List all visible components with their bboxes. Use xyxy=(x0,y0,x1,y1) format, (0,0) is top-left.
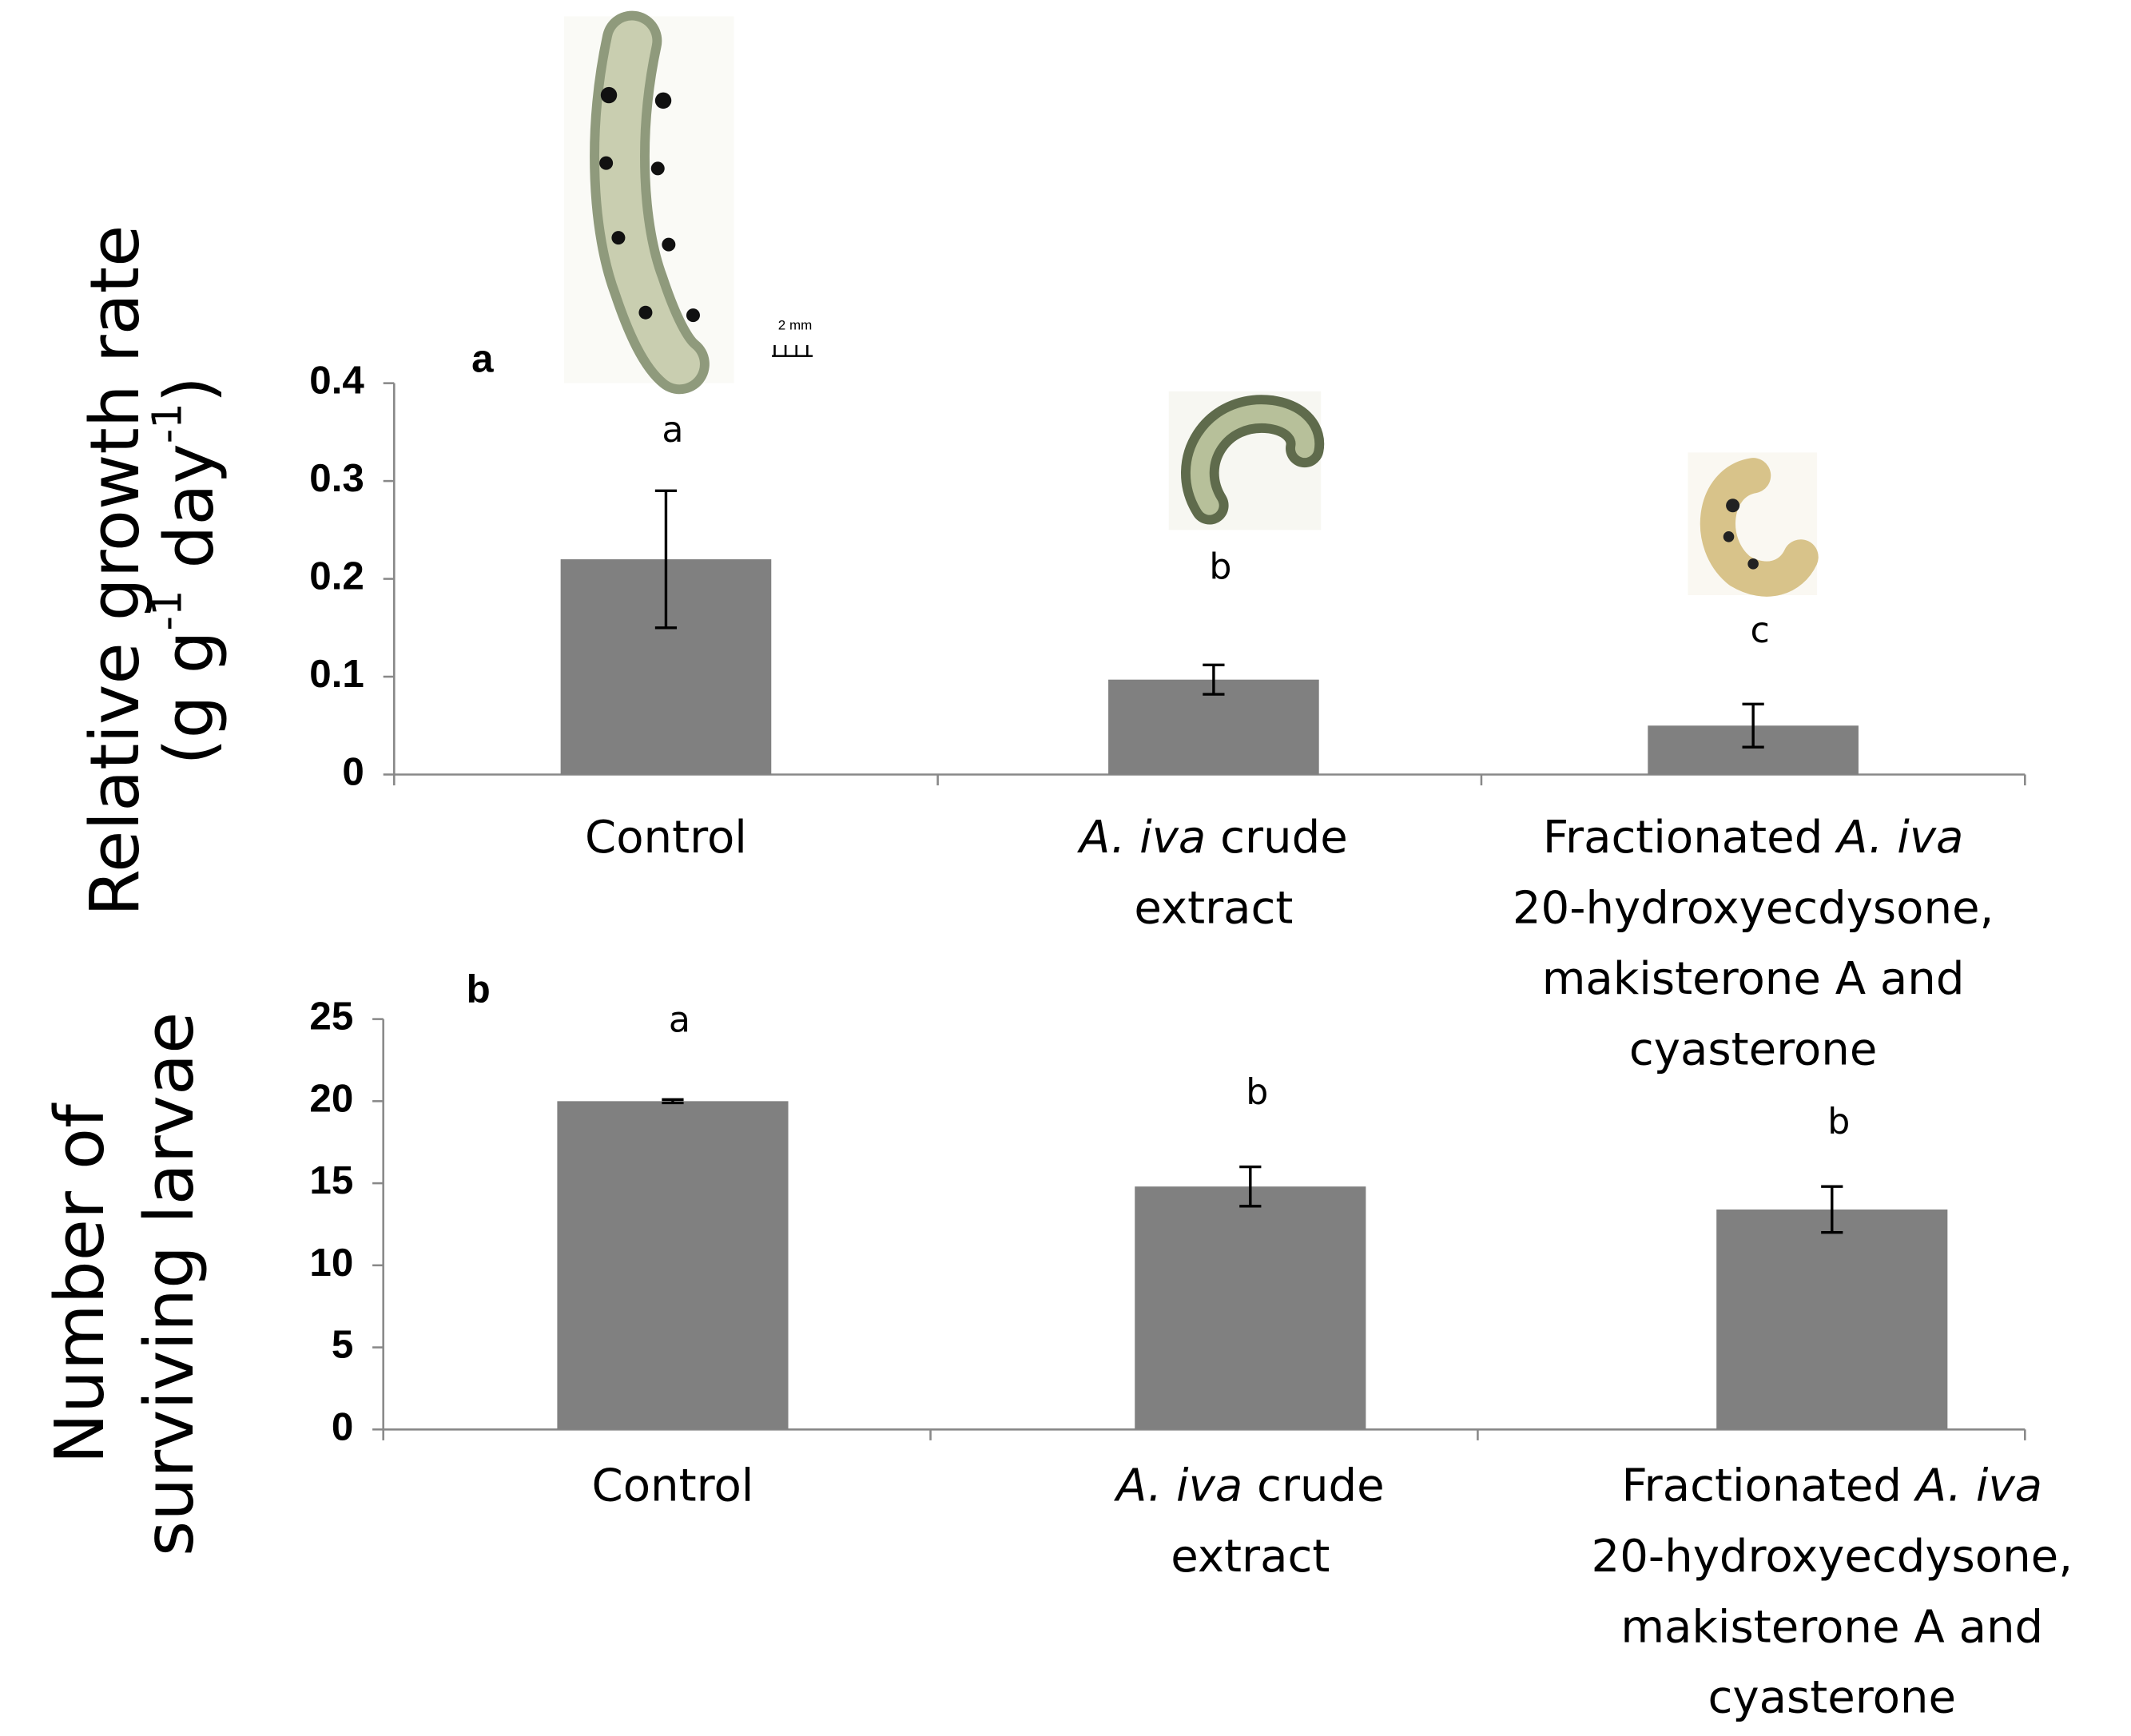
x-tick-label-part: Control xyxy=(592,1460,754,1512)
x-tick-label: 20-hydroxyecdysone, xyxy=(1592,1530,2073,1582)
significance-letter: b xyxy=(1209,546,1231,587)
panel-label: b xyxy=(467,967,491,1011)
scale-bar-label: 2 mm xyxy=(778,318,812,333)
error-bar xyxy=(1742,702,1764,749)
x-tick-label: Control xyxy=(592,1460,754,1512)
y-axis-label: Relative growth rate xyxy=(76,225,155,917)
y-tick-label: 0.2 xyxy=(309,554,364,598)
y-tick-label: 10 xyxy=(309,1241,353,1285)
error-bar xyxy=(654,489,678,630)
y-axis-label: (g g-1 day-1) xyxy=(145,376,230,765)
error-bar xyxy=(662,1098,684,1105)
x-tick-label-part: Fractionated xyxy=(1543,812,1837,864)
y-axis-label-superscript: -1 xyxy=(145,403,192,443)
y-tick-label: 0.4 xyxy=(309,359,364,403)
y-tick-label: 5 xyxy=(332,1323,353,1367)
y-tick-label: 0.1 xyxy=(309,652,364,696)
x-tick-label-part: cyasterone xyxy=(1629,1023,1877,1075)
x-tick-label-part: crude xyxy=(1206,812,1347,864)
y-axis-label: Number of xyxy=(41,1102,120,1464)
significance-letter: b xyxy=(1827,1102,1850,1142)
x-tick-label: Fractionated A. iva xyxy=(1543,812,1964,864)
x-tick-label-part: makisterone A and xyxy=(1620,1601,2043,1653)
x-tick-label-part: Control xyxy=(585,812,747,864)
error-bar xyxy=(1239,1165,1262,1208)
y-tick-label: 0 xyxy=(332,1404,353,1448)
significance-letter: b xyxy=(1246,1072,1268,1113)
bar xyxy=(1135,1186,1366,1430)
x-tick-label-part: A. iva xyxy=(1077,812,1206,864)
y-axis-label-superscript: -1 xyxy=(145,590,192,631)
x-tick-label: Fractionated A. iva xyxy=(1621,1460,2042,1512)
x-tick-label-part: A. iva xyxy=(1835,812,1963,864)
x-tick-label: cyasterone xyxy=(1629,1023,1877,1075)
x-tick-label: 20-hydroxyecdysone, xyxy=(1513,882,1994,934)
y-tick-label: 20 xyxy=(309,1076,353,1120)
significance-letter: c xyxy=(1750,610,1769,651)
x-tick-label: A. iva crude xyxy=(1077,812,1348,864)
y-tick-label: 0 xyxy=(342,750,364,794)
error-bar xyxy=(1203,663,1225,696)
y-axis-label-part: ) xyxy=(151,376,230,403)
significance-letter: a xyxy=(662,410,683,451)
panel-label: a xyxy=(471,336,494,380)
x-tick-label: makisterone A and xyxy=(1620,1601,2043,1653)
x-tick-label: extract xyxy=(1171,1530,1330,1582)
larva-photo-crude xyxy=(1168,391,1325,530)
larva-photo-fractionated xyxy=(1688,452,1819,597)
y-axis-label-part: day xyxy=(151,443,230,590)
bar xyxy=(557,1101,789,1430)
x-tick-label-part: makisterone A and xyxy=(1542,953,1965,1005)
x-tick-label: cyasterone xyxy=(1708,1671,1956,1723)
x-tick-label-part: crude xyxy=(1242,1460,1384,1512)
y-axis-label-part: (g g xyxy=(151,630,230,765)
error-bar xyxy=(1821,1185,1843,1234)
x-tick-label-part: A. iva xyxy=(1914,1460,2042,1512)
bar xyxy=(1716,1209,1948,1430)
x-tick-label-part: Fractionated xyxy=(1621,1460,1915,1512)
y-tick-label: 15 xyxy=(309,1158,353,1202)
x-tick-label: A. iva crude xyxy=(1114,1460,1385,1512)
x-tick-label: Control xyxy=(585,812,747,864)
x-tick-label-part: cyasterone xyxy=(1708,1671,1956,1723)
significance-letter: a xyxy=(669,1000,690,1041)
y-tick-label: 25 xyxy=(309,995,353,1039)
y-axis-label: surviving larvae xyxy=(130,1012,209,1556)
y-tick-label: 0.3 xyxy=(309,456,364,500)
x-tick-label: makisterone A and xyxy=(1542,953,1965,1005)
x-tick-label-part: 20-hydroxyecdysone, xyxy=(1592,1530,2073,1582)
larva-photo-control xyxy=(563,10,813,395)
x-tick-label-part: A. iva xyxy=(1114,1460,1242,1512)
x-tick-label-part: 20-hydroxyecdysone, xyxy=(1513,882,1994,934)
x-tick-label-part: extract xyxy=(1171,1530,1330,1582)
x-tick-label: extract xyxy=(1134,882,1293,934)
x-tick-label-part: extract xyxy=(1134,882,1293,934)
